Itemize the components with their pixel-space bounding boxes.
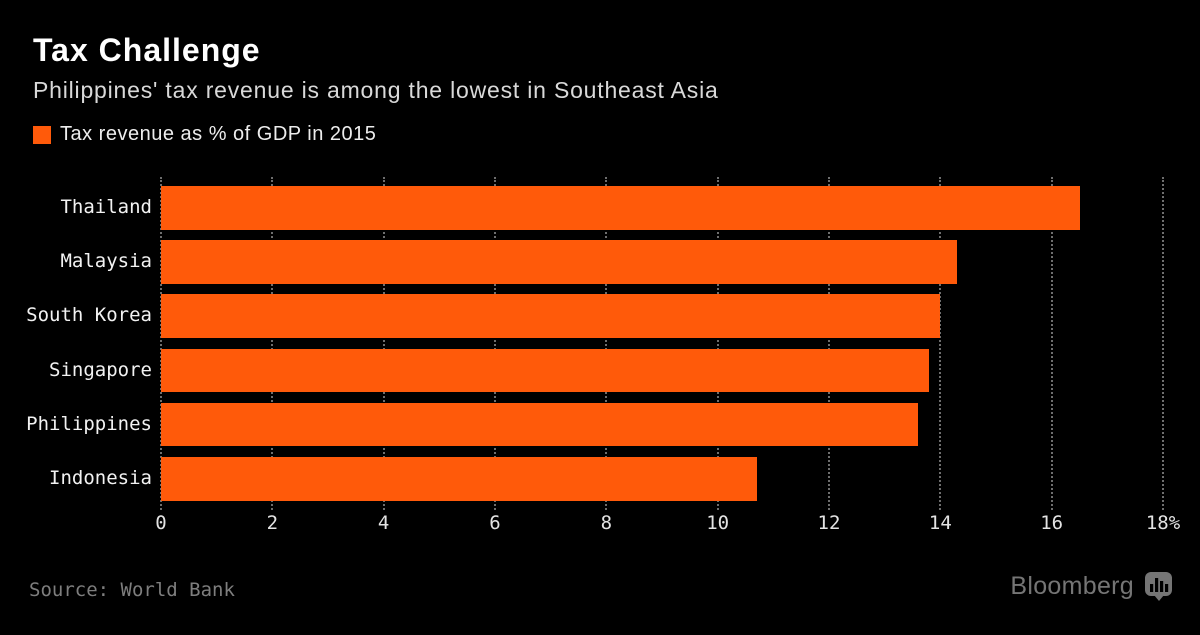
category-label: Singapore <box>49 358 152 381</box>
gridline <box>382 177 385 510</box>
bloomberg-terminal-icon <box>1145 572 1172 601</box>
x-tick-label: 10 <box>706 512 730 534</box>
x-tick-label: 6 <box>489 512 501 534</box>
bar-singapore <box>161 348 930 393</box>
x-tick-label: 8 <box>600 512 613 534</box>
category-label: Indonesia <box>49 467 152 489</box>
category-label: Malaysia <box>60 250 152 273</box>
category-labels: Thailand Malaysia South Korea Singapore Phil… <box>0 0 152 635</box>
gridline <box>1162 177 1164 510</box>
brand-mark: Bloomberg <box>1010 571 1173 602</box>
x-tick-label: 4 <box>377 512 390 534</box>
gridline <box>160 177 162 510</box>
gridline <box>828 177 830 510</box>
x-tick-label: 2 <box>266 512 279 534</box>
category-label: Thailand <box>60 196 152 218</box>
gridline <box>1050 177 1053 510</box>
gridline <box>716 177 719 510</box>
bar-malaysia <box>161 240 958 284</box>
bar-south-korea <box>161 294 941 338</box>
plot-area <box>160 177 1164 510</box>
legend-label: Tax revenue as % of GDP in 2015 <box>60 123 377 145</box>
gridline <box>271 177 274 510</box>
legend: Tax revenue as % of GDP in 2015 <box>33 123 376 146</box>
legend-swatch-icon <box>33 125 51 144</box>
x-tick-label: 16 <box>1040 512 1064 534</box>
bar-indonesia <box>161 457 757 501</box>
category-label: South Korea <box>26 304 152 327</box>
x-tick-label: 18% <box>1145 512 1181 534</box>
x-tick-label: 12 <box>817 512 841 534</box>
gridline <box>605 177 608 510</box>
chart-subtitle: Philippines' tax revenue is among the lo… <box>33 77 719 103</box>
x-tick-label: 14 <box>928 512 952 534</box>
chart-title: Tax Challenge <box>33 32 261 68</box>
bar-thailand <box>161 186 1080 230</box>
source-note: Source: World Bank <box>29 579 235 601</box>
gridline <box>494 177 496 510</box>
x-tick-label: 0 <box>155 512 167 534</box>
bloomberg-wordmark: Bloomberg <box>1010 572 1134 600</box>
gridline <box>939 177 942 510</box>
category-label: Philippines <box>26 412 152 435</box>
x-axis-ticks: 0 2 4 6 8 10 12 14 16 18% <box>155 512 1180 540</box>
bar-philippines <box>161 402 919 447</box>
